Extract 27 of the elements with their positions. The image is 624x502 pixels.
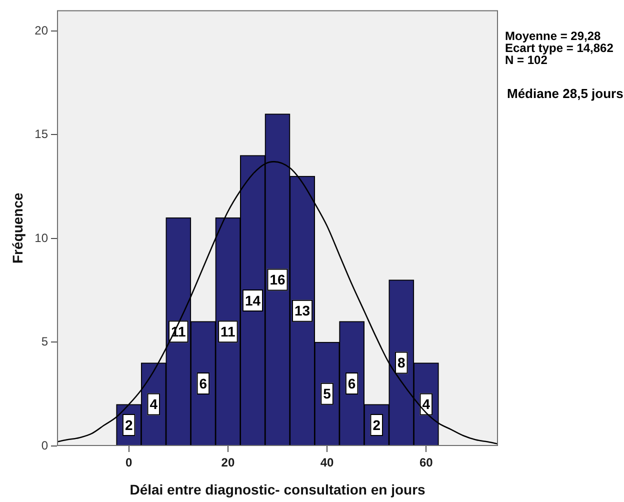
- x-tick-label: 40: [320, 456, 334, 470]
- data-label: 11: [220, 323, 236, 340]
- data-label: 2: [124, 416, 133, 433]
- data-label: 6: [199, 375, 208, 392]
- y-tick-label: 10: [34, 230, 48, 245]
- data-label: 2: [372, 416, 381, 433]
- text: Médiane 28,5 jours: [507, 86, 624, 101]
- data-label: 14: [244, 292, 261, 308]
- y-tick-label: 15: [34, 127, 48, 142]
- data-label: 4: [150, 396, 158, 412]
- data-label: 16: [270, 272, 286, 288]
- data-label: 13: [294, 302, 310, 319]
- x-tick-label: 0: [126, 456, 133, 470]
- data-label: 6: [348, 375, 356, 392]
- text: Moyenne = 29,28: [505, 29, 601, 43]
- y-tick-label: 20: [34, 23, 48, 38]
- x-axis-title: Délai entre diagnostic- consultation en jours: [130, 481, 426, 498]
- text: N = 102: [505, 53, 548, 67]
- y-axis-title: Fréquence: [9, 192, 26, 264]
- data-label: 5: [323, 386, 332, 402]
- x-tick-label: 60: [419, 456, 434, 470]
- x-tick-label: 20: [221, 456, 235, 470]
- data-label: 8: [397, 354, 406, 371]
- y-tick-label: 0: [41, 438, 48, 452]
- data-label: 4: [422, 396, 430, 412]
- y-tick-label: 5: [41, 334, 48, 349]
- text: Ecart type = 14,862: [505, 41, 614, 55]
